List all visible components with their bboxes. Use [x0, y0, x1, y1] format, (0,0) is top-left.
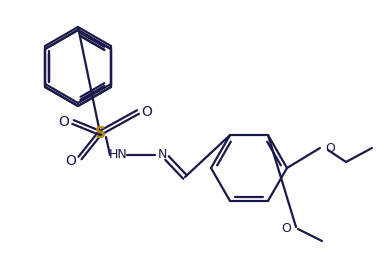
Text: O: O [325, 141, 335, 154]
Text: O: O [59, 115, 69, 129]
Text: O: O [142, 105, 152, 119]
Text: O: O [281, 223, 291, 235]
Text: HN: HN [108, 149, 127, 162]
Text: O: O [66, 154, 76, 168]
Text: N: N [157, 149, 167, 162]
Text: S: S [95, 125, 105, 140]
